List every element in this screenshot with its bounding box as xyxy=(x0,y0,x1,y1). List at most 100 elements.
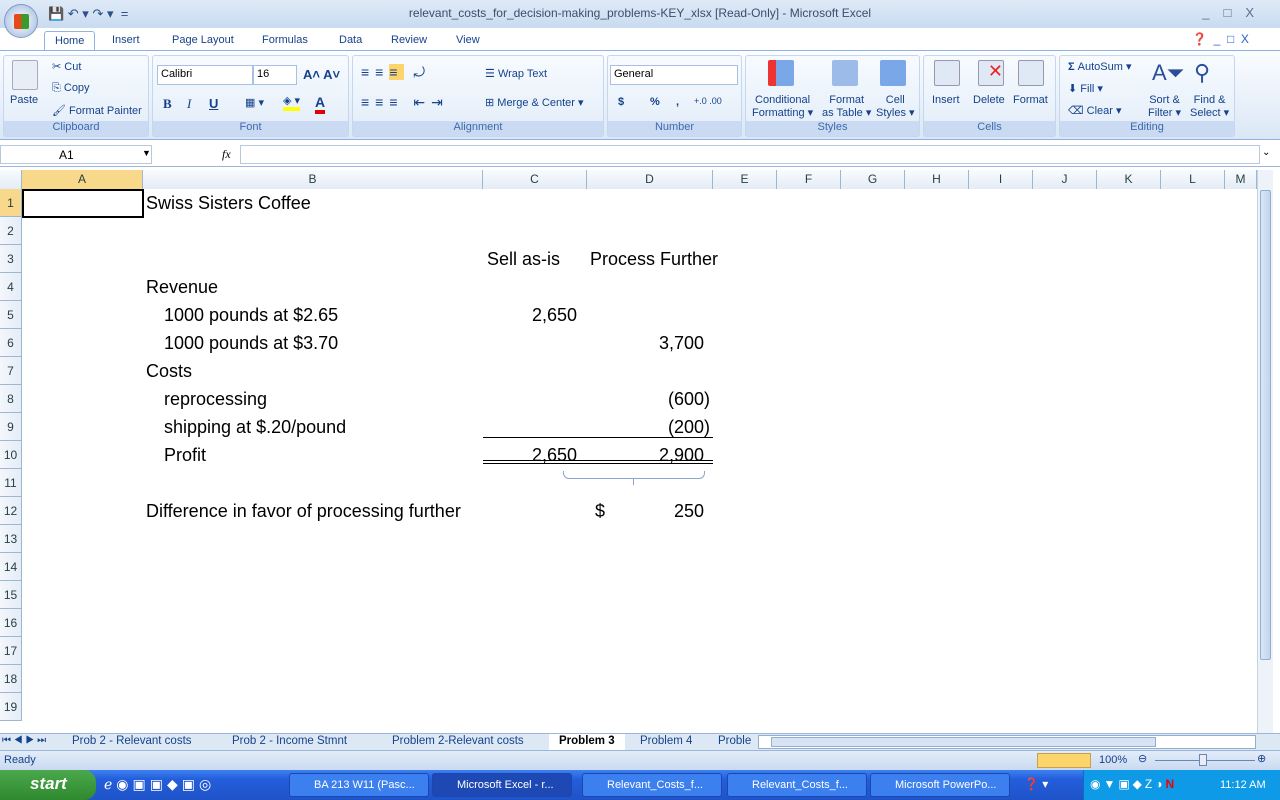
column-header-m[interactable]: M xyxy=(1225,170,1257,189)
row-header-5[interactable]: 5 xyxy=(0,301,22,329)
cell-c3[interactable]: Sell as-is xyxy=(487,249,561,269)
underline-button[interactable]: U xyxy=(209,96,219,111)
column-header-b[interactable]: B xyxy=(143,170,483,189)
column-header-j[interactable]: J xyxy=(1033,170,1097,189)
cell-b6[interactable]: 1000 pounds at $3.70 xyxy=(164,333,339,353)
column-header-h[interactable]: H xyxy=(905,170,969,189)
column-header-e[interactable]: E xyxy=(713,170,777,189)
row-header-6[interactable]: 6 xyxy=(0,329,22,357)
decimal-buttons[interactable]: +.0 .00 xyxy=(694,96,722,106)
column-header-c[interactable]: C xyxy=(483,170,587,189)
row-header-13[interactable]: 13 xyxy=(0,525,22,553)
font-color-button[interactable]: A xyxy=(315,94,326,114)
cell-d12_sym[interactable]: $ xyxy=(595,501,606,521)
horizontal-align-buttons[interactable]: ≡≡≡ ⇤⇥ xyxy=(361,94,449,110)
column-header-i[interactable]: I xyxy=(969,170,1033,189)
comma-button[interactable]: , xyxy=(676,96,680,108)
cell-b9[interactable]: shipping at $.20/pound xyxy=(164,417,347,437)
column-header-d[interactable]: D xyxy=(587,170,713,189)
column-header-f[interactable]: F xyxy=(777,170,841,189)
cell-b10[interactable]: Profit xyxy=(164,445,207,465)
cell-d3[interactable]: Process Further xyxy=(590,249,719,269)
cell-c10[interactable]: 2,650 xyxy=(531,445,577,465)
italic-button[interactable]: I xyxy=(187,96,192,111)
row-header-12[interactable]: 12 xyxy=(0,497,22,525)
zoom-level[interactable]: 100% xyxy=(1099,754,1128,766)
delete-button[interactable]: Delete xyxy=(973,94,1005,106)
cell-d6[interactable]: 3,700 xyxy=(658,333,704,353)
sheet-tab-2[interactable]: Problem 2-Relevant costs xyxy=(392,735,524,747)
cell-styles-button[interactable]: Cell Styles ▾ xyxy=(876,94,915,120)
row-header-19[interactable]: 19 xyxy=(0,693,22,721)
currency-button[interactable]: $ xyxy=(618,96,625,108)
sheet-tab-4[interactable]: Problem 4 xyxy=(640,735,693,747)
number-format-select[interactable]: General xyxy=(610,65,738,85)
tab-review[interactable]: Review xyxy=(391,34,428,46)
cell-b7[interactable]: Costs xyxy=(146,361,193,381)
borders-button[interactable]: ▦ ▾ xyxy=(245,97,264,109)
bold-button[interactable]: B xyxy=(163,96,172,111)
taskbar-item-2[interactable]: Relevant_Costs_f... xyxy=(582,773,722,797)
taskbar-item-4[interactable]: Microsoft PowerPo... xyxy=(870,773,1010,797)
row-header-18[interactable]: 18 xyxy=(0,665,22,693)
paste-button[interactable]: Paste xyxy=(10,94,39,106)
row-header-3[interactable]: 3 xyxy=(0,245,22,273)
conditional-formatting-button[interactable]: Conditional Formatting ▾ xyxy=(752,94,813,120)
format-as-table-button[interactable]: Format as Table ▾ xyxy=(822,94,871,120)
cell-c5[interactable]: 2,650 xyxy=(531,305,577,325)
wrap-text-button[interactable]: ☰ Wrap Text xyxy=(485,67,547,80)
format-button[interactable]: Format xyxy=(1013,94,1048,106)
vertical-align-buttons[interactable]: ≡≡≡ ⤾ xyxy=(361,64,432,80)
start-button[interactable]: start xyxy=(0,770,96,800)
name-box[interactable]: A1 xyxy=(0,145,152,164)
row-header-4[interactable]: 4 xyxy=(0,273,22,301)
tab-page-layout[interactable]: Page Layout xyxy=(172,34,234,46)
sheet-tab-1[interactable]: Prob 2 - Income Stmnt xyxy=(232,735,348,747)
tray-icons[interactable]: ◉▼▣◆Z◑N xyxy=(1090,777,1178,791)
cut-button[interactable]: ✂ Cut xyxy=(52,60,81,73)
zoom-in-button[interactable]: ⊕ xyxy=(1257,753,1267,765)
clear-button[interactable]: ⌫ Clear ▾ xyxy=(1068,104,1122,117)
column-header-a[interactable]: A xyxy=(22,170,143,189)
quick-access-toolbar[interactable]: 💾 ↶ ▾ ↷ ▾ = xyxy=(48,6,129,21)
column-header-l[interactable]: L xyxy=(1161,170,1225,189)
fill-color-button[interactable]: ◈ ▾ xyxy=(283,94,301,111)
tab-insert[interactable]: Insert xyxy=(112,34,140,46)
tab-data[interactable]: Data xyxy=(339,34,363,46)
fx-button[interactable]: fx xyxy=(222,147,231,161)
name-box-dropdown-icon[interactable]: ▼ xyxy=(142,148,151,158)
sheet-tab-0[interactable]: Prob 2 - Relevant costs xyxy=(72,735,192,747)
row-header-9[interactable]: 9 xyxy=(0,413,22,441)
formula-input[interactable] xyxy=(240,145,1260,164)
expand-formula-bar-icon[interactable]: ⌄ xyxy=(1262,147,1271,158)
office-button[interactable] xyxy=(4,4,38,38)
row-header-11[interactable]: 11 xyxy=(0,469,22,497)
row-header-8[interactable]: 8 xyxy=(0,385,22,413)
tab-home[interactable]: Home xyxy=(44,31,96,51)
row-header-14[interactable]: 14 xyxy=(0,553,22,581)
select-all-button[interactable] xyxy=(0,170,22,189)
vertical-scroll-thumb[interactable] xyxy=(1260,190,1271,660)
horizontal-scrollbar[interactable] xyxy=(758,735,1256,749)
cell-d9[interactable]: (200) xyxy=(667,417,710,437)
row-header-16[interactable]: 16 xyxy=(0,609,22,637)
font-name-select[interactable]: Calibri xyxy=(157,65,253,85)
quick-launch-icons[interactable]: ℯ◉▣▣◆▣◎ xyxy=(104,776,216,792)
merge-center-button[interactable]: ⊞ Merge & Center ▾ xyxy=(485,97,584,109)
row-header-7[interactable]: 7 xyxy=(0,357,22,385)
cell-b4[interactable]: Revenue xyxy=(146,277,219,297)
font-size-select[interactable]: 16 xyxy=(253,65,297,85)
row-header-10[interactable]: 10 xyxy=(0,441,22,469)
cell-b8[interactable]: reprocessing xyxy=(164,389,268,409)
cell-b1[interactable]: Swiss Sisters Coffee xyxy=(146,193,311,213)
format-painter-button[interactable]: 🖌 Format Painter xyxy=(52,104,142,117)
worksheet-grid[interactable]: 1 2 3 4 5 6 7 8 9 10 11 12 13 14 15 16 17 18 19 Swiss Siste… xyxy=(0,189,1257,733)
cell-d12[interactable]: 250 xyxy=(673,501,704,521)
cell-d8[interactable]: (600) xyxy=(667,389,710,409)
percent-button[interactable]: % xyxy=(650,96,660,108)
cell-d10[interactable]: 2,900 xyxy=(658,445,704,465)
taskbar-item-1[interactable]: Microsoft Excel - r... xyxy=(432,773,572,797)
sheet-nav-buttons[interactable]: ⏮ ◀ ▶ ⏭ xyxy=(2,735,47,746)
tab-formulas[interactable]: Formulas xyxy=(262,34,308,46)
find-select-button[interactable]: Find & Select ▾ xyxy=(1190,94,1229,120)
